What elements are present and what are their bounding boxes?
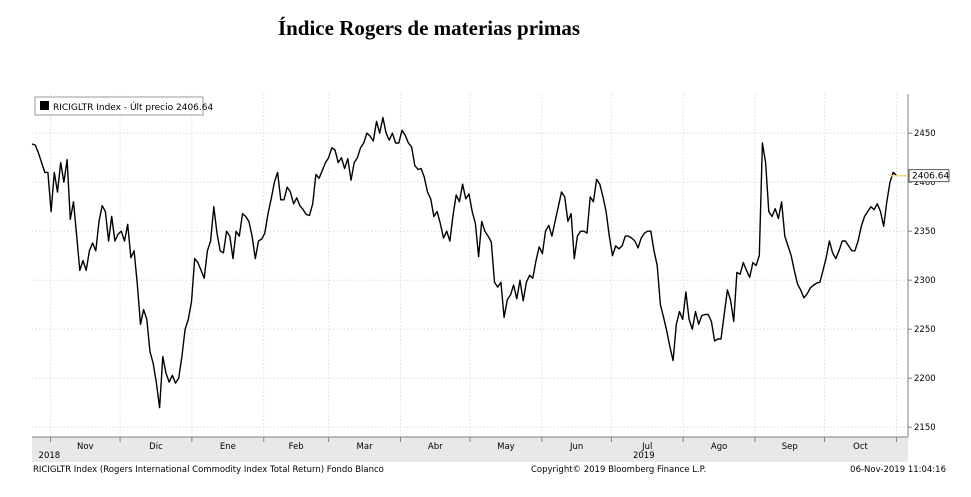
x-tick-label: Oct xyxy=(853,442,868,452)
legend-swatch xyxy=(40,101,49,110)
y-tick-label: 2450 xyxy=(914,129,936,139)
footer-copyright: Copyright© 2019 Bloomberg Finance L.P. xyxy=(531,465,706,475)
last-value-label: 2406.64 xyxy=(912,172,949,182)
last-value-marker: 2406.64 xyxy=(890,169,950,183)
y-tick-label: 2150 xyxy=(914,423,936,433)
y-tick-label: 2200 xyxy=(914,374,936,384)
x-tick-label: Mar xyxy=(357,442,374,452)
y-axis-ticks: 2150 2200 2250 2300 2350 2400 2450 xyxy=(908,129,936,433)
footer-timestamp: 06-Nov-2019 11:04:16 xyxy=(850,465,946,475)
y-tick-label: 2250 xyxy=(914,325,936,335)
x-tick-label: Sep xyxy=(782,442,798,452)
last-value-box xyxy=(908,169,950,183)
x-tick-label: Jun xyxy=(569,442,583,452)
x-tick-label: May xyxy=(497,442,515,452)
series-line xyxy=(31,116,897,409)
x-tick-label: Nov xyxy=(77,442,94,452)
legend-box xyxy=(34,96,204,116)
y-tick-label: 2300 xyxy=(914,276,936,286)
x-tick-label: Feb xyxy=(289,442,304,452)
legend: RICIGLTR Index - Últ precio 2406.64 xyxy=(34,96,213,116)
x-tick-label: Jul xyxy=(641,442,652,452)
x-year-label: 2019 xyxy=(633,451,655,461)
x-axis-ticks: Nov Dic Ene Feb Mar Abr May Jun Jul Ago Sep Oct 2018… xyxy=(39,437,897,461)
footer-source: RICIGLTR Index (Rogers International Com… xyxy=(33,465,384,475)
x-tick-label: Abr xyxy=(428,442,443,452)
page-title: Índice Rogers de materias primas xyxy=(277,16,581,40)
y-tick-label: 2350 xyxy=(914,227,936,237)
x-tick-label: Ago xyxy=(711,442,727,452)
x-year-label: 2018 xyxy=(39,451,61,461)
gridlines xyxy=(32,94,908,437)
series-layer xyxy=(31,116,897,409)
y-tick-label: 2400 xyxy=(914,178,936,188)
x-tick-label: Dic xyxy=(149,442,163,452)
legend-label: RICIGLTR Index - Últ precio 2406.64 xyxy=(53,101,213,113)
x-tick-label: Ene xyxy=(220,442,236,452)
